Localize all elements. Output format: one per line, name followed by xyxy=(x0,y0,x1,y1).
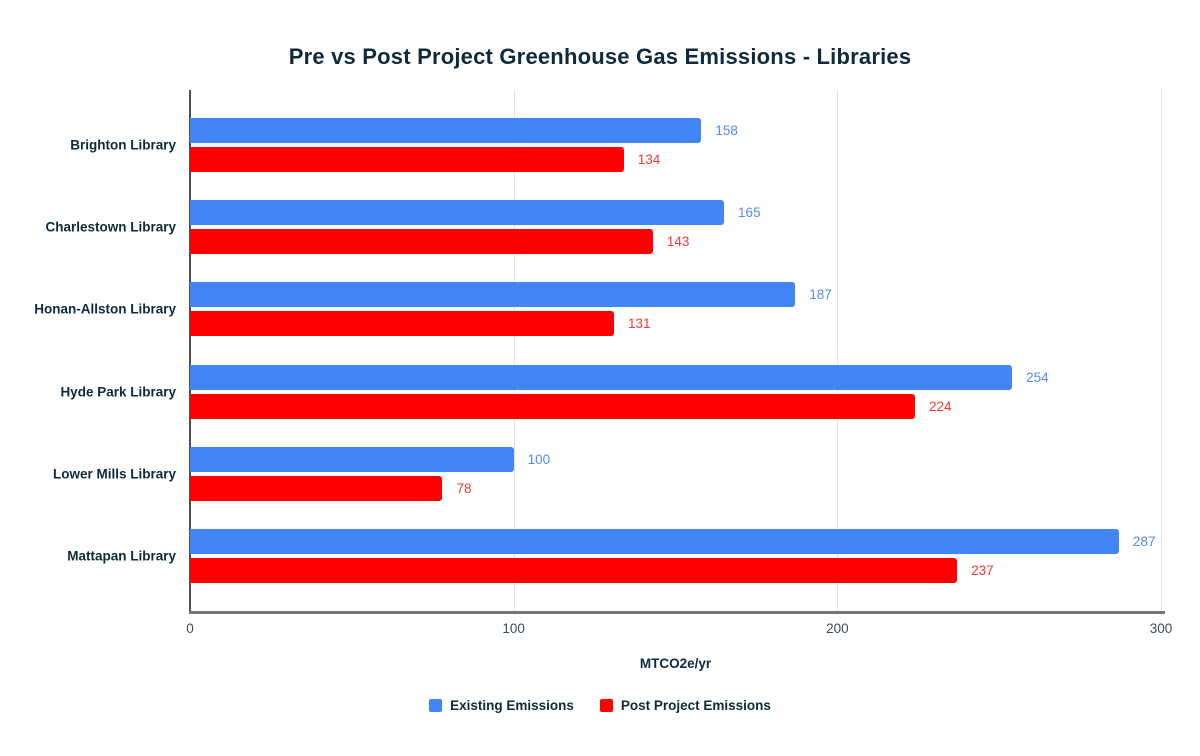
legend-label: Post Project Emissions xyxy=(620,698,771,713)
bar-track: 287 xyxy=(190,528,1161,554)
category-label: Charlestown Library xyxy=(45,219,176,235)
bar-pair: Charlestown Library 165 143 xyxy=(45,200,1161,255)
bar-track: 100 xyxy=(190,446,1161,472)
bar-rows: Brighton Library 158 134 Charlestown Librar… xyxy=(34,104,1161,597)
value-label: 187 xyxy=(809,287,832,303)
x-tick-label: 0 xyxy=(186,621,194,636)
category-label: Lower Mills Library xyxy=(52,466,176,482)
x-tick-label: 200 xyxy=(826,621,849,636)
bar-track: 165 xyxy=(190,200,1161,226)
bar-track: 143 xyxy=(190,229,1161,255)
x-tick-label: 300 xyxy=(1149,621,1173,636)
bar-track: 131 xyxy=(190,311,1161,337)
legend: Existing Emissions Post Project Emissions xyxy=(0,698,1200,713)
x-axis-title: MTCO2e/yr xyxy=(639,656,712,671)
bar-pair: Mattapan Library 287 237 xyxy=(67,528,1161,583)
value-label: 237 xyxy=(971,562,994,578)
bar-existing-emissions xyxy=(190,118,702,144)
value-label: 165 xyxy=(738,205,761,221)
value-label: 224 xyxy=(929,398,952,414)
bar-post-project-emissions xyxy=(190,557,958,583)
bar-pair: Hyde Park Library 254 224 xyxy=(60,364,1161,419)
legend-label: Existing Emissions xyxy=(450,698,574,713)
value-label: 158 xyxy=(715,123,738,139)
grid-line xyxy=(837,90,839,611)
chart-title: Pre vs Post Project Greenhouse Gas Emiss… xyxy=(288,44,912,69)
bar-pair: Brighton Library 158 134 xyxy=(70,118,1161,173)
x-axis-line xyxy=(189,611,1165,614)
bar-existing-emissions xyxy=(190,200,725,226)
bar-existing-emissions xyxy=(190,282,796,308)
value-label: 134 xyxy=(637,152,661,168)
bar-existing-emissions xyxy=(190,528,1119,554)
y-axis-line xyxy=(189,90,191,613)
x-axis-ticks: 0 100 200 300 xyxy=(186,621,1172,639)
category-label: Hyde Park Library xyxy=(60,384,176,400)
value-label: 131 xyxy=(628,316,651,332)
bar-track: 78 xyxy=(190,475,1161,501)
value-label: 287 xyxy=(1132,533,1156,549)
bar-pair: Honan-Allston Library 187 131 xyxy=(34,282,1161,337)
category-row: Brighton Library 158 134 xyxy=(70,104,1161,186)
grid-line xyxy=(1161,90,1162,611)
category-row: Hyde Park Library 254 224 xyxy=(60,351,1161,433)
category-row: Mattapan Library 287 237 xyxy=(67,515,1161,597)
category-row: Charlestown Library 165 143 xyxy=(45,186,1161,268)
grid-line xyxy=(513,90,515,611)
bar-post-project-emissions xyxy=(190,147,624,173)
bar-track: 224 xyxy=(190,393,1161,419)
value-label: 100 xyxy=(527,451,551,467)
category-row: Honan-Allston Library 187 131 xyxy=(34,268,1161,350)
bar-track: 254 xyxy=(190,364,1161,390)
legend-swatch xyxy=(429,699,443,712)
category-label: Honan-Allston Library xyxy=(34,301,176,317)
legend-item: Post Project Emissions xyxy=(599,698,771,713)
bar-track: 187 xyxy=(190,282,1161,308)
legend-item: Existing Emissions xyxy=(429,698,574,713)
bar-track: 237 xyxy=(190,557,1161,583)
bar-existing-emissions xyxy=(190,446,514,472)
value-label: 143 xyxy=(666,234,690,250)
bar-post-project-emissions xyxy=(190,229,653,255)
x-tick-label: 100 xyxy=(502,621,525,636)
bar-pair: Lower Mills Library 100 78 xyxy=(53,446,1161,501)
bar-track: 158 xyxy=(190,118,1161,144)
value-label: 254 xyxy=(1026,369,1049,385)
bar-post-project-emissions xyxy=(190,393,915,419)
category-label: Mattapan Library xyxy=(67,548,176,564)
value-label: 78 xyxy=(456,480,472,496)
plot-area: Brighton Library 158 134 Charlestown Librar… xyxy=(34,90,1162,611)
bar-track: 134 xyxy=(190,147,1161,173)
bar-post-project-emissions xyxy=(190,475,443,501)
bar-existing-emissions xyxy=(190,364,1013,390)
legend-swatch xyxy=(599,699,613,712)
category-row: Lower Mills Library 100 78 xyxy=(53,433,1161,515)
bar-post-project-emissions xyxy=(190,311,614,337)
category-label: Brighton Library xyxy=(70,137,176,153)
